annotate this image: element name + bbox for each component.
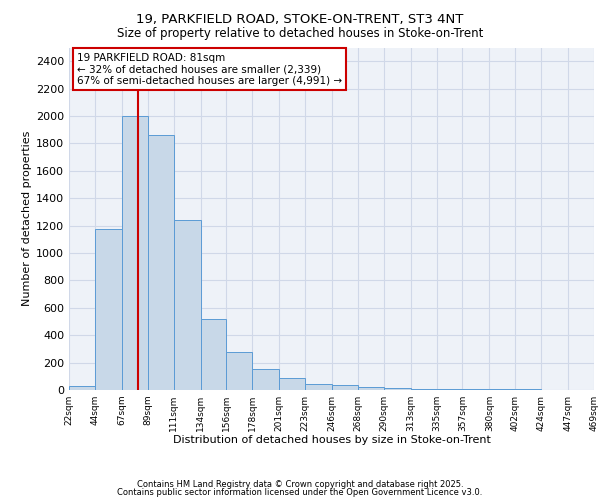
Bar	[279, 378, 305, 390]
Bar	[305, 384, 332, 390]
Text: 19 PARKFIELD ROAD: 81sqm
← 32% of detached houses are smaller (2,339)
67% of sem: 19 PARKFIELD ROAD: 81sqm ← 32% of detach…	[77, 52, 342, 86]
Bar	[332, 384, 358, 390]
Bar	[358, 388, 384, 390]
Bar	[226, 352, 252, 390]
Bar	[173, 220, 200, 390]
X-axis label: Distribution of detached houses by size in Stoke-on-Trent: Distribution of detached houses by size …	[173, 436, 490, 446]
Bar	[200, 319, 226, 390]
Y-axis label: Number of detached properties: Number of detached properties	[22, 131, 32, 306]
Text: Contains HM Land Registry data © Crown copyright and database right 2025.: Contains HM Land Registry data © Crown c…	[137, 480, 463, 489]
Bar	[411, 389, 437, 390]
Text: Contains public sector information licensed under the Open Government Licence v3: Contains public sector information licen…	[118, 488, 482, 497]
Bar	[95, 229, 122, 390]
Bar	[122, 116, 148, 390]
Bar	[384, 388, 411, 390]
Bar	[252, 370, 279, 390]
Bar	[69, 386, 95, 390]
Text: 19, PARKFIELD ROAD, STOKE-ON-TRENT, ST3 4NT: 19, PARKFIELD ROAD, STOKE-ON-TRENT, ST3 …	[136, 12, 464, 26]
Text: Size of property relative to detached houses in Stoke-on-Trent: Size of property relative to detached ho…	[117, 28, 483, 40]
Bar	[148, 135, 173, 390]
